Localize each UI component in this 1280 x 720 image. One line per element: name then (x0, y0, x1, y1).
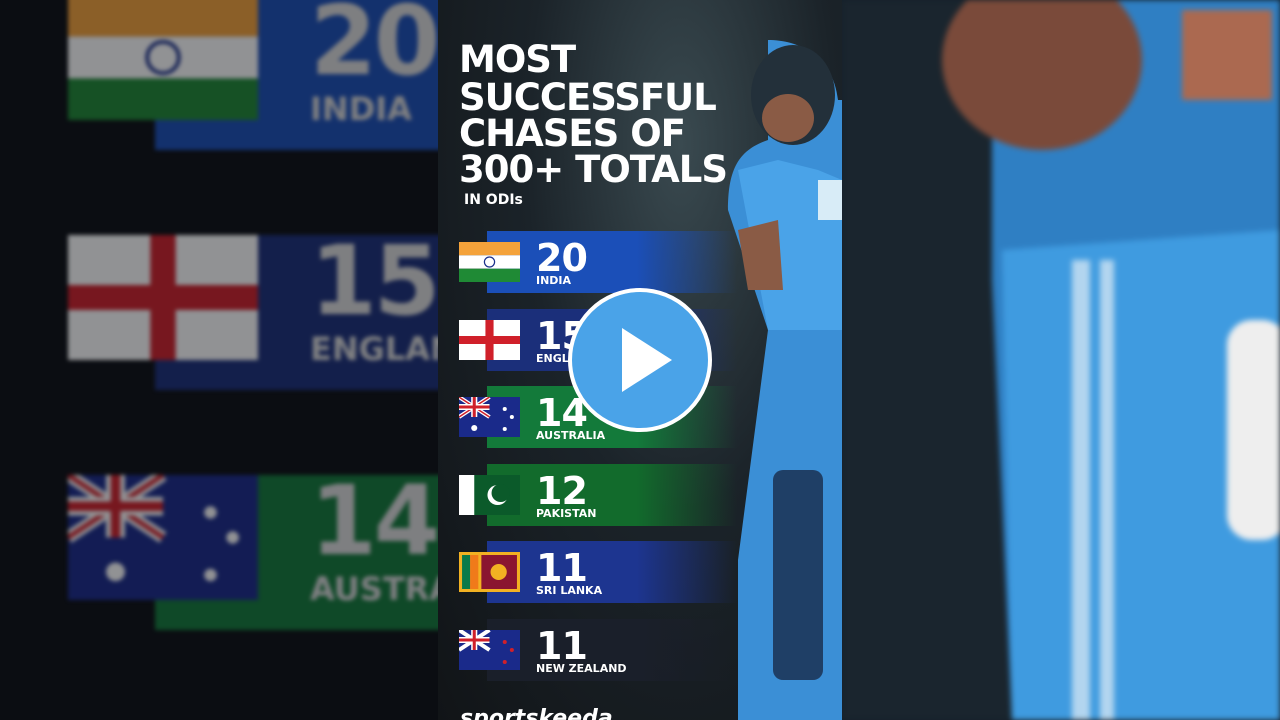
blurred-right-background (842, 0, 1280, 720)
row-bar (487, 541, 737, 603)
country-name: AUSTRALIA (536, 429, 606, 442)
title-line: CHASES OF (459, 112, 686, 155)
title-line: SUCCESSFUL (459, 76, 717, 119)
ghost-count: 20 (310, 0, 438, 97)
chase-count: 11 (536, 623, 588, 668)
flag-icon (459, 319, 520, 360)
title-line: 300+ TOTALS (459, 148, 728, 191)
chase-count: 12 (536, 468, 588, 513)
chase-count: 11 (536, 546, 588, 590)
ghost-country: ENGLAND (310, 330, 438, 368)
country-name: INDIA (536, 274, 572, 287)
title-line: MOST (459, 38, 576, 81)
brand-logo: sportskeeda (460, 706, 613, 720)
ghost-country: AUSTRALIA (310, 570, 438, 608)
country-name: NEW ZEALAND (536, 661, 627, 675)
chase-count: 20 (536, 236, 588, 280)
flag-icon (459, 242, 520, 282)
flag-icon (459, 552, 520, 592)
row-bar (487, 618, 737, 681)
row-bar (487, 231, 737, 293)
ghost-country: INDIA (310, 90, 412, 128)
ghost-count: 14 (310, 465, 438, 577)
row-bar (487, 463, 737, 526)
ghost-flag (64, 469, 258, 600)
subtitle: IN ODIs (464, 192, 523, 208)
blurred-player (842, 0, 1280, 720)
flag-icon (459, 474, 520, 515)
player-figure (728, 40, 842, 720)
country-name: SRI LANKA (536, 584, 603, 597)
ghost-flag (68, 0, 258, 120)
play-button[interactable] (568, 288, 712, 432)
ghost-count: 15 (310, 225, 438, 337)
ghost-flag (68, 235, 258, 360)
country-name: PAKISTAN (536, 506, 597, 520)
flag-icon (457, 395, 520, 437)
flag-icon (457, 627, 520, 670)
